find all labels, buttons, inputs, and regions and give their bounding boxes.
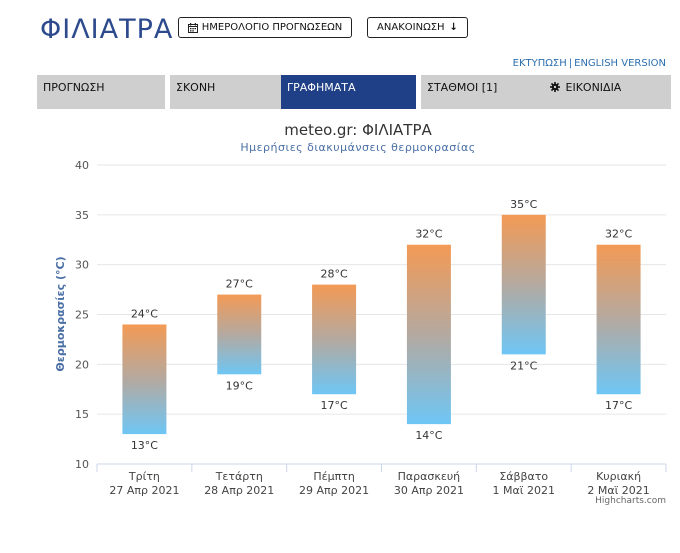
arrow-down-icon: ↓ bbox=[449, 22, 458, 33]
max-temp-label: 32°C bbox=[605, 228, 632, 241]
temperature-range-bar[interactable] bbox=[406, 244, 451, 425]
link-separator: | bbox=[568, 58, 573, 69]
x-day-label: Πέμπτη bbox=[313, 470, 354, 483]
tab-stations[interactable]: ΣΤΑΘΜΟΙ [1] bbox=[421, 75, 549, 109]
announcement-label: ΑΝΑΚΟΙΝΩΣΗ bbox=[377, 22, 445, 33]
x-day-label: Τετάρτη bbox=[215, 470, 263, 483]
y-tick-label: 40 bbox=[75, 159, 89, 172]
max-temp-label: 24°C bbox=[131, 307, 158, 320]
tab-bar: ΠΡΟΓΝΩΣΗ ΣΚΟΝΗ ΓΡΑΦΗΜΑΤΑ ΣΤΑΘΜΟΙ [1] ΕΙΚ… bbox=[37, 75, 671, 109]
min-temp-label: 13°C bbox=[131, 439, 158, 452]
y-tick-label: 15 bbox=[75, 408, 89, 421]
min-temp-label: 19°C bbox=[226, 379, 253, 392]
max-temp-label: 35°C bbox=[510, 198, 537, 211]
chart-title: meteo.gr: ΦΙΛΙΑΤΡΑ bbox=[284, 121, 432, 139]
x-day-label: Τρίτη bbox=[128, 470, 160, 483]
min-temp-label: 17°C bbox=[320, 399, 347, 412]
x-date-label: 2 Μαϊ 2021 bbox=[587, 484, 649, 497]
temperature-range-bar[interactable] bbox=[312, 284, 357, 395]
tab-charts[interactable]: ΓΡΑΦΗΜΑΤΑ bbox=[281, 75, 416, 109]
chart-subtitle: Ημερήσιες διακυμάνσεις θερμοκρασίας bbox=[240, 141, 475, 154]
tab-forecast-label: ΠΡΟΓΝΩΣΗ bbox=[43, 81, 105, 94]
temperature-range-bar[interactable] bbox=[122, 324, 167, 435]
y-tick-label: 25 bbox=[75, 309, 89, 322]
header-links: ΕΚΤΥΠΩΣΗ | ENGLISH VERSION bbox=[513, 58, 666, 69]
min-temp-label: 17°C bbox=[605, 399, 632, 412]
min-temp-label: 14°C bbox=[415, 429, 442, 442]
y-axis-title: Θερμοκρασίες (°C) bbox=[54, 256, 67, 371]
y-tick-label: 10 bbox=[75, 458, 89, 471]
temperature-range-bar[interactable] bbox=[501, 214, 546, 355]
calendar-icon bbox=[187, 22, 198, 33]
english-version-link[interactable]: ENGLISH VERSION bbox=[574, 58, 666, 69]
tab-charts-label: ΓΡΑΦΗΜΑΤΑ bbox=[287, 81, 356, 94]
tab-stations-label: ΣΤΑΘΜΟΙ [1] bbox=[427, 81, 498, 94]
max-temp-label: 32°C bbox=[415, 228, 442, 241]
x-date-label: 28 Απρ 2021 bbox=[204, 484, 274, 497]
temperature-range-bar[interactable] bbox=[217, 294, 262, 375]
x-day-label: Παρασκευή bbox=[398, 470, 461, 483]
x-day-label: Κυριακή bbox=[596, 470, 641, 483]
y-tick-label: 20 bbox=[75, 358, 89, 371]
tab-icons[interactable]: ΕΙΚΟΝΙΔΙΑ bbox=[544, 75, 671, 109]
x-day-label: Σάββατο bbox=[499, 470, 548, 483]
y-tick-label: 35 bbox=[75, 209, 89, 222]
max-temp-label: 27°C bbox=[226, 278, 253, 291]
y-tick-label: 30 bbox=[75, 259, 89, 272]
x-date-label: 1 Μαϊ 2021 bbox=[493, 484, 555, 497]
max-temp-label: 28°C bbox=[320, 268, 347, 281]
tab-dust[interactable]: ΣΚΟΝΗ bbox=[170, 75, 298, 109]
forecast-calendar-button[interactable]: ΗΜΕΡΟΛΟΓΙΟ ΠΡΟΓΝΩΣΕΩΝ bbox=[178, 17, 352, 38]
temperature-range-bar[interactable] bbox=[596, 244, 641, 395]
min-temp-label: 21°C bbox=[510, 359, 537, 372]
x-date-label: 30 Απρ 2021 bbox=[394, 484, 464, 497]
x-date-label: 29 Απρ 2021 bbox=[299, 484, 369, 497]
forecast-calendar-label: ΗΜΕΡΟΛΟΓΙΟ ΠΡΟΓΝΩΣΕΩΝ bbox=[201, 22, 343, 33]
x-date-label: 27 Απρ 2021 bbox=[109, 484, 179, 497]
city-title: ΦΙΛΙΑΤΡΑ bbox=[40, 14, 174, 45]
highcharts-credit[interactable]: Highcharts.com bbox=[595, 496, 666, 506]
announcement-button[interactable]: ΑΝΑΚΟΙΝΩΣΗ ↓ bbox=[367, 17, 468, 38]
gear-icon bbox=[550, 82, 560, 92]
tab-forecast[interactable]: ΠΡΟΓΝΩΣΗ bbox=[37, 75, 165, 109]
tab-dust-label: ΣΚΟΝΗ bbox=[176, 81, 216, 94]
print-link[interactable]: ΕΚΤΥΠΩΣΗ bbox=[512, 58, 567, 69]
tab-icons-label: ΕΙΚΟΝΙΔΙΑ bbox=[565, 81, 622, 94]
